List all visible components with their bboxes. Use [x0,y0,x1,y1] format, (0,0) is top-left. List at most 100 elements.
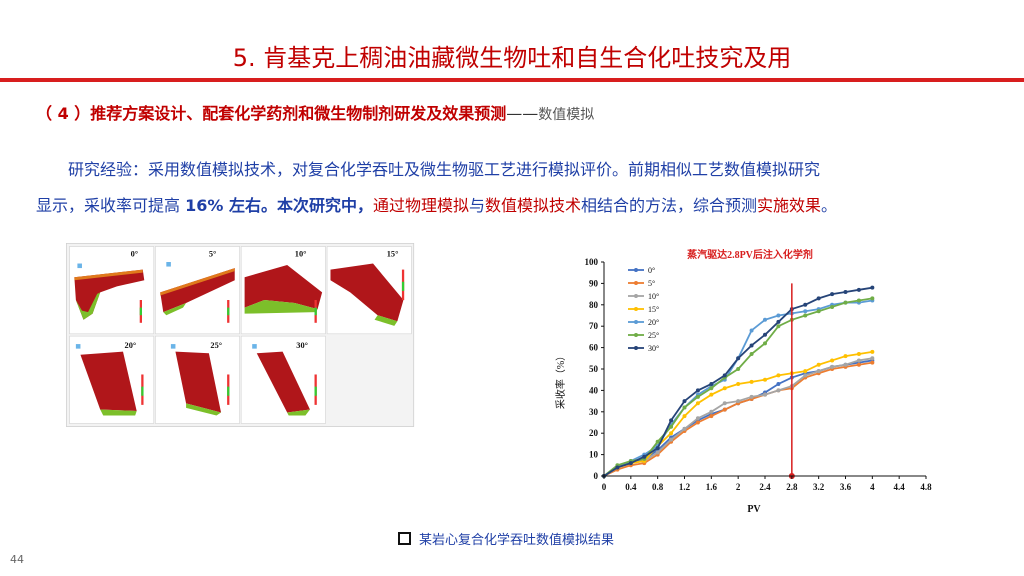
chart-y-tick-label: 50 [589,364,599,374]
chart-data-point [856,362,861,367]
reservoir-model-image [170,344,230,416]
chart-data-point [763,392,767,397]
chart-data-point [709,386,714,391]
chart-x-tick-label: 0.8 [652,482,664,492]
chart-data-point [615,465,620,470]
chart-y-tick-label: 0 [594,471,599,481]
chart-y-tick-label: 90 [589,278,599,288]
chart-data-point [803,302,808,307]
chart-data-point [749,328,754,333]
chart-y-tick-label: 40 [589,385,599,395]
paragraph-line-2: 显示，采收率可提高 16% 左右。本次研究中，通过物理模拟与数值模拟技术相结合的… [36,188,996,224]
paragraph-highlight-numerical: 数值模拟技术 [485,196,582,215]
chart-x-tick-label: 4.4 [894,482,906,492]
chart-data-point [803,369,808,374]
title-divider [0,78,1024,82]
chart-data-point [856,352,861,357]
chart-data-point [830,304,835,309]
chart-data-point [870,285,875,290]
chart-data-point [776,319,781,324]
chart-data-point [763,377,767,382]
chart-data-point [776,388,781,393]
chart-x-tick-label: 4 [870,482,875,492]
chart-data-point [655,450,660,455]
chart-data-point [830,292,835,297]
chart-x-tick-label: 4.8 [920,482,932,492]
chart-y-tick-label: 80 [589,300,599,310]
chart-y-tick-label: 70 [589,321,599,331]
simulation-cell-5: 5° [154,246,241,335]
chart-data-point [682,414,687,419]
chart-x-tick-label: 0.4 [625,482,637,492]
chart-data-point [830,364,835,369]
section-heading-tail: 数值模拟 [538,107,595,123]
chart-data-point [856,287,861,292]
chart-data-point [843,362,848,367]
simulation-cell-0: 0° [69,246,155,335]
bullet-square-icon [398,532,411,545]
chart-series-line [603,299,873,477]
chart-x-tick-label: 1.2 [679,482,691,492]
figure-caption: 某岩心复合化学吞吐数值模拟结果 [398,529,614,548]
chart-data-point [843,289,848,294]
figure-caption-text: 某岩心复合化学吞吐数值模拟结果 [419,533,615,548]
simulation-cell-30: 30° [240,335,326,424]
simulation-angle: 5° [208,249,217,259]
chart-data-point [749,379,754,384]
chart-legend-marker [634,307,638,311]
chart-data-point [722,373,727,378]
chart-data-point [763,317,767,322]
simulation-cell-25: 25° [154,335,241,424]
chart-data-point [655,446,660,451]
chart-y-tick-label: 10 [589,450,599,460]
paragraph-highlight-physical: 通过物理模拟 [372,196,469,215]
chart-x-axis-label: PV [747,504,761,515]
chart-data-point [695,394,700,399]
simulation-angle: 0° [130,249,139,259]
reservoir-model-image [74,263,145,323]
chart-y-tick-label: 30 [589,407,599,417]
chart-data-point [776,324,781,329]
chart-y-tick-label: 100 [585,257,599,267]
paragraph-text: 显示，采收率可提高 [36,196,186,215]
chart-data-point [669,418,674,423]
chart-data-point [870,349,875,354]
reservoir-model-image [75,344,144,416]
paragraph-text: 。 [821,196,838,215]
chart-legend-marker [634,333,638,337]
chart-legend-label: 30° [648,344,659,353]
chart-legend-label: 15° [648,305,659,314]
chart-x-tick-label: 3.6 [840,482,852,492]
chart-data-point [870,356,875,361]
chart-data-point [816,362,821,367]
chart-data-point [803,373,808,378]
chart-data-point [763,341,767,346]
chart-data-point [856,358,861,363]
simulation-cell-10: 10° [240,246,326,335]
chart-data-point [709,409,714,414]
reservoir-model-image [330,263,405,326]
chart-data-point [830,358,835,363]
simulation-angle: 25° [210,341,223,351]
chart-data-point [749,352,754,357]
chart-y-tick-label: 60 [589,343,599,353]
page-number: 44 [10,553,24,566]
chart-x-tick-label: 0 [602,482,607,492]
chart-data-point [709,414,714,419]
chart-data-point [763,332,767,337]
chart-series-line [603,286,873,477]
reservoir-model-image [160,262,235,323]
section-heading: （ 4 ）推荐方案设计、配套化学药剂和微生物制剂研发及效果预测——数值模拟 [36,100,594,124]
chart-data-point [642,454,647,459]
chart-data-point [736,356,741,361]
chart-data-point [722,407,727,412]
simulation-angle: 15° [386,249,399,259]
section-heading-label: （ 4 ）推荐方案设计、配套化学药剂和微生物制剂研发及效果预测 [36,104,507,123]
chart-x-tick-label: 3.2 [813,482,825,492]
chart-data-point [776,313,781,318]
chart-data-point [722,401,727,406]
simulation-angle: 30° [296,341,308,351]
chart-data-point [736,399,741,404]
chart-data-point [749,394,754,399]
paragraph-text: 相结合的方法，综合预测 [581,196,758,215]
